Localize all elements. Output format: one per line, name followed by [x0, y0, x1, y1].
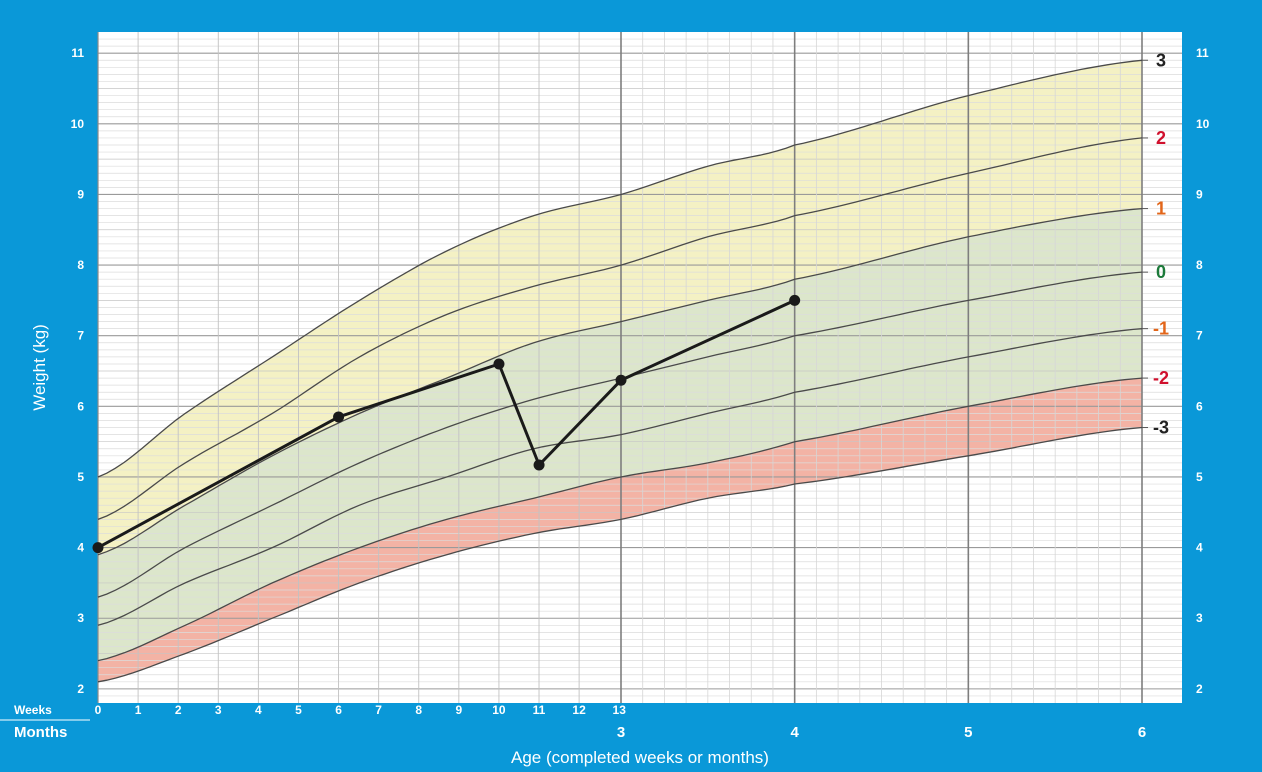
weeks-row-label: Weeks — [14, 703, 52, 717]
y-tick-label-left: 5 — [77, 470, 84, 484]
y-tick-label-left: 9 — [77, 187, 84, 201]
y-tick-label-right: 9 — [1196, 187, 1203, 201]
y-tick-label-left: 3 — [77, 611, 84, 625]
x-week-tick-label: 1 — [135, 703, 142, 717]
y-tick-label-right: 7 — [1196, 329, 1203, 343]
y-axis-title: Weight (kg) — [30, 324, 49, 411]
zscore-label: 1 — [1156, 199, 1166, 219]
zscore-curve-minus1 — [97, 328, 1143, 626]
y-tick-label-right: 11 — [1196, 46, 1209, 60]
zscore-label: 3 — [1156, 50, 1166, 70]
zscore-label: 0 — [1156, 262, 1166, 282]
y-tick-label-left: 8 — [77, 258, 84, 272]
x-week-tick-label: 7 — [375, 703, 382, 717]
measurement-point — [92, 542, 104, 554]
x-month-tick-label: 6 — [1138, 724, 1146, 741]
zscore-curve-1 — [97, 207, 1143, 556]
x-month-tick-label: 5 — [964, 724, 972, 741]
red-band-underweight — [98, 378, 1142, 682]
measurement-point — [615, 374, 627, 386]
measurement-point — [789, 294, 801, 306]
y-tick-label-left: 2 — [77, 682, 84, 696]
measurement-line — [97, 299, 796, 549]
zscore-curve-2 — [97, 137, 1143, 521]
x-week-tick-label: 5 — [295, 703, 302, 717]
zscore-curve-minus3 — [97, 426, 1143, 683]
y-tick-label-right: 4 — [1196, 541, 1203, 555]
y-tick-label-right: 8 — [1196, 258, 1203, 272]
x-week-tick-label: 12 — [572, 703, 586, 717]
y-tick-label-right: 10 — [1196, 117, 1210, 131]
x-week-tick-label: 10 — [492, 703, 506, 717]
zscore-label: -3 — [1153, 418, 1169, 438]
x-week-tick-label: 3 — [215, 703, 222, 717]
zscore-curve-3 — [97, 59, 1143, 478]
x-week-tick-label: 6 — [335, 703, 342, 717]
zscore-label: -1 — [1153, 319, 1169, 339]
y-tick-label-right: 5 — [1196, 470, 1203, 484]
zscore-label: 2 — [1156, 128, 1166, 148]
measurement-point — [533, 459, 545, 471]
y-tick-label-left: 7 — [77, 329, 84, 343]
y-tick-label-left: 11 — [71, 46, 84, 60]
y-tick-label-left: 4 — [77, 541, 84, 555]
y-tick-label-right: 6 — [1196, 399, 1203, 413]
months-row-label: Months — [14, 724, 67, 741]
y-tick-label-left: 6 — [77, 399, 84, 413]
x-month-tick-label: 3 — [617, 724, 625, 741]
y-tick-label-left: 10 — [71, 117, 85, 131]
x-week-tick-label: 4 — [255, 703, 262, 717]
zscore-curve-minus2 — [97, 377, 1143, 662]
x-month-tick-label: 4 — [790, 724, 799, 741]
measurement-point — [333, 411, 345, 423]
x-week-tick-label: 11 — [533, 703, 546, 717]
measurement-point — [493, 358, 505, 370]
zscore-strip — [1142, 32, 1182, 703]
x-week-tick-label: 13 — [613, 703, 627, 717]
x-week-tick-label: 8 — [415, 703, 422, 717]
x-axis-title: Age (completed weeks or months) — [511, 748, 769, 767]
zscore-label: -2 — [1153, 368, 1169, 388]
x-week-tick-label: 9 — [455, 703, 462, 717]
y-tick-label-right: 3 — [1196, 611, 1203, 625]
y-tick-label-right: 2 — [1196, 682, 1203, 696]
x-week-tick-label: 0 — [95, 703, 102, 717]
x-week-tick-label: 2 — [175, 703, 182, 717]
